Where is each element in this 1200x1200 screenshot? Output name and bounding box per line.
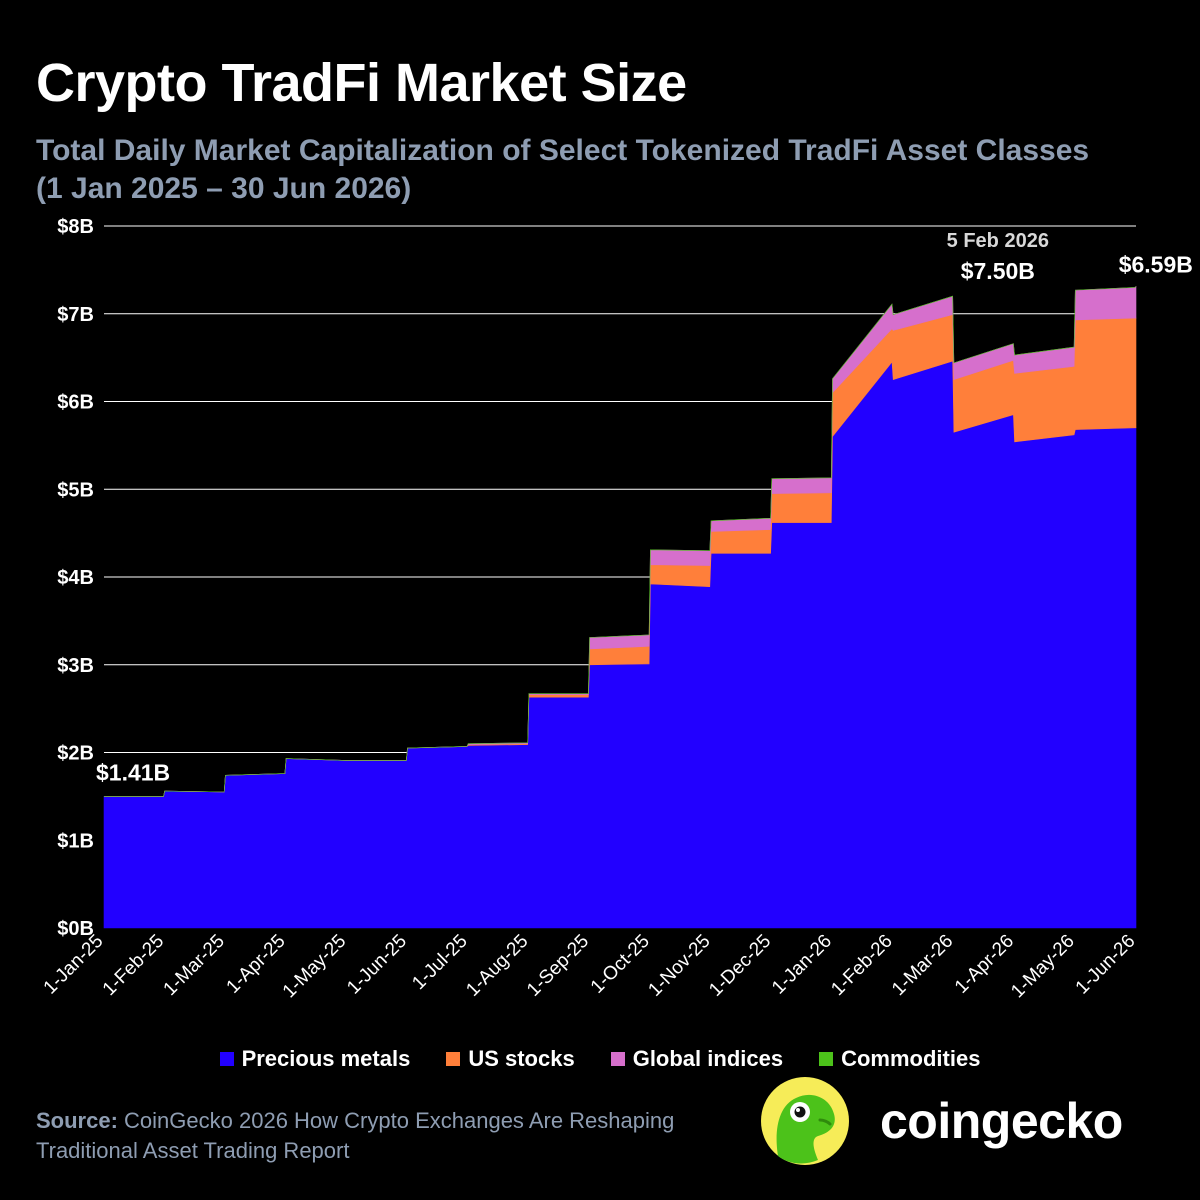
x-tick-label: 1-Dec-25 [705, 931, 775, 1001]
x-tick-label: 1-Oct-25 [587, 931, 654, 998]
area-series [103, 285, 1137, 929]
x-tick-label: 1-May-26 [1007, 931, 1079, 1003]
chart-title: Crypto TradFi Market Size [36, 53, 687, 113]
chart-subtitle: Total Daily Market Capitalization of Sel… [36, 134, 1090, 205]
y-tick-label: $7B [57, 304, 94, 326]
source-note: Source: CoinGecko 2026 How Crypto Exchan… [36, 1106, 676, 1166]
source-text: CoinGecko 2026 How Crypto Exchanges Are … [36, 1108, 675, 1163]
y-tick-label: $6B [57, 392, 94, 414]
y-tick-label: $1B [57, 830, 94, 852]
x-tick-label: 1-Feb-25 [99, 931, 168, 1000]
legend-commodities[interactable]: Commodities [819, 1046, 980, 1072]
legend-swatch [219, 1052, 234, 1066]
x-tick-label: 1-May-25 [279, 931, 351, 1003]
x-tick-label: 1-Jun-25 [343, 931, 411, 999]
legend-us-stocks[interactable]: US stocks [446, 1046, 575, 1072]
brand-name: coingecko [880, 1093, 1123, 1149]
annotations: $1.41B 5 Feb 2026 $7.50B $6.59B [96, 230, 1193, 785]
annotation-label: $1.41B [96, 759, 170, 785]
annotation-label: $7.50B [961, 258, 1035, 284]
legend-label: Global indices [632, 1046, 784, 1071]
x-tick-label: 1-Jul-25 [408, 931, 471, 994]
stacked-area-chart: $0B$1B$2B$3B$4B$5B$6B$7B$8B 1-Jan-251-Fe… [40, 216, 1193, 1003]
gecko-icon [761, 1077, 849, 1165]
legend-precious-metals[interactable]: Precious metals [219, 1046, 411, 1072]
x-tick-label: 1-Jan-26 [768, 931, 836, 999]
brand-logo[interactable]: coingecko [760, 1076, 1123, 1166]
legend-label: Precious metals [241, 1046, 411, 1071]
x-tick-label: 1-Jun-26 [1072, 931, 1140, 999]
annotation-date: 5 Feb 2026 [947, 230, 1049, 252]
y-axis-ticks: $0B $1B $2B $3B $4B $5B $6B $7B $8B [57, 216, 94, 940]
legend-swatch [446, 1052, 461, 1066]
y-tick-label: $0B [57, 918, 94, 940]
legend-global-indices[interactable]: Global indices [610, 1046, 784, 1072]
y-tick-label: $5B [57, 479, 94, 501]
legend-swatch [819, 1052, 834, 1066]
chart-legend: Precious metals US stocks Global indices… [0, 1046, 1200, 1072]
y-tick-label: $4B [57, 567, 94, 589]
annotation-label: $6.59B [1119, 251, 1193, 277]
x-tick-label: 1-Nov-25 [644, 931, 714, 1001]
x-axis-ticks: 1-Jan-251-Feb-251-Mar-251-Apr-251-May-25… [40, 931, 1140, 1003]
x-tick-label: 1-Jan-25 [40, 931, 108, 999]
y-tick-label: $2B [57, 743, 94, 765]
x-tick-label: 1-Feb-26 [827, 931, 896, 1000]
x-tick-label: 1-Mar-26 [888, 931, 957, 1000]
legend-swatch [610, 1052, 625, 1066]
source-label: Source: [36, 1108, 118, 1133]
x-tick-label: 1-Sep-25 [523, 931, 593, 1001]
legend-label: US stocks [468, 1046, 575, 1071]
legend-label: Commodities [841, 1046, 981, 1071]
x-tick-label: 1-Aug-25 [462, 931, 532, 1001]
y-tick-label: $3B [57, 655, 94, 677]
area-commodities [104, 286, 1137, 797]
x-tick-label: 1-Mar-25 [160, 931, 229, 1000]
y-tick-label: $8B [57, 216, 94, 238]
